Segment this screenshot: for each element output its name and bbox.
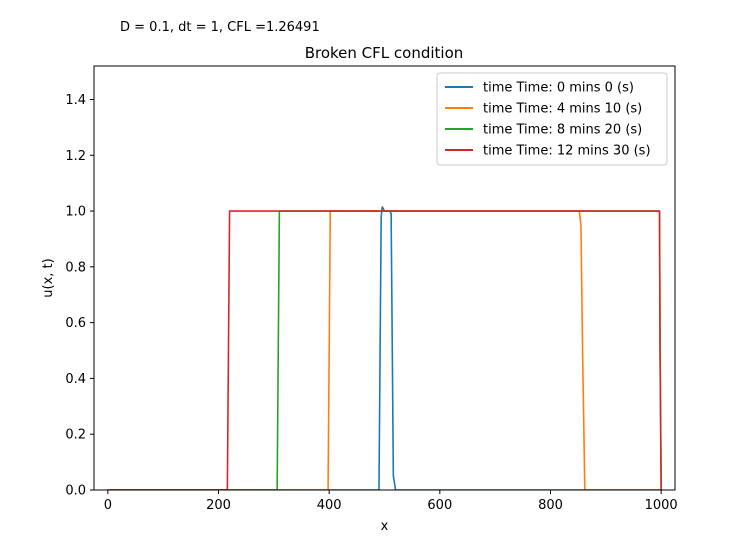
series-layer bbox=[107, 206, 662, 490]
legend-label: time Time: 8 mins 20 (s) bbox=[483, 123, 642, 138]
series-line-1 bbox=[107, 210, 662, 490]
series-line-0 bbox=[107, 206, 662, 490]
y-tick-label: 0.4 bbox=[65, 372, 86, 387]
x-axis-label: x bbox=[381, 519, 389, 534]
y-axis-label: u(x, t) bbox=[41, 258, 56, 297]
y-axis: 0.0 0.2 0.4 0.6 0.8 1.0 1.2 1.4 bbox=[65, 93, 94, 499]
y-tick-label: 0.2 bbox=[65, 428, 86, 443]
y-tick-label: 1.2 bbox=[65, 149, 86, 164]
x-tick-label: 1000 bbox=[645, 498, 678, 513]
legend-label: time Time: 12 mins 30 (s) bbox=[483, 144, 651, 159]
x-tick-label: 0 bbox=[104, 498, 112, 513]
series-line-2 bbox=[107, 210, 662, 490]
x-tick-label: 800 bbox=[538, 498, 563, 513]
legend-label: time Time: 4 mins 10 (s) bbox=[483, 102, 642, 117]
series-line-3 bbox=[107, 210, 662, 490]
plot-frame bbox=[93, 65, 676, 491]
y-tick-label: 1.0 bbox=[65, 205, 86, 220]
x-tick-label: 600 bbox=[427, 498, 452, 513]
legend-label: time Time: 0 mins 0 (s) bbox=[483, 81, 634, 96]
y-tick-label: 0.6 bbox=[65, 316, 86, 331]
y-tick-label: 0.8 bbox=[65, 260, 86, 275]
x-tick-label: 200 bbox=[206, 498, 231, 513]
chart-annotation: D = 0.1, dt = 1, CFL =1.26491 bbox=[120, 20, 320, 35]
chart-title: Broken CFL condition bbox=[305, 44, 464, 62]
legend-box bbox=[436, 72, 668, 166]
x-axis: 0 200 400 600 800 1000 bbox=[104, 490, 678, 513]
legend: time Time: 0 mins 0 (s) time Time: 4 mins… bbox=[436, 72, 668, 166]
y-tick-label: 0.0 bbox=[65, 484, 86, 499]
x-tick-label: 400 bbox=[317, 498, 342, 513]
y-tick-label: 1.4 bbox=[65, 93, 86, 108]
